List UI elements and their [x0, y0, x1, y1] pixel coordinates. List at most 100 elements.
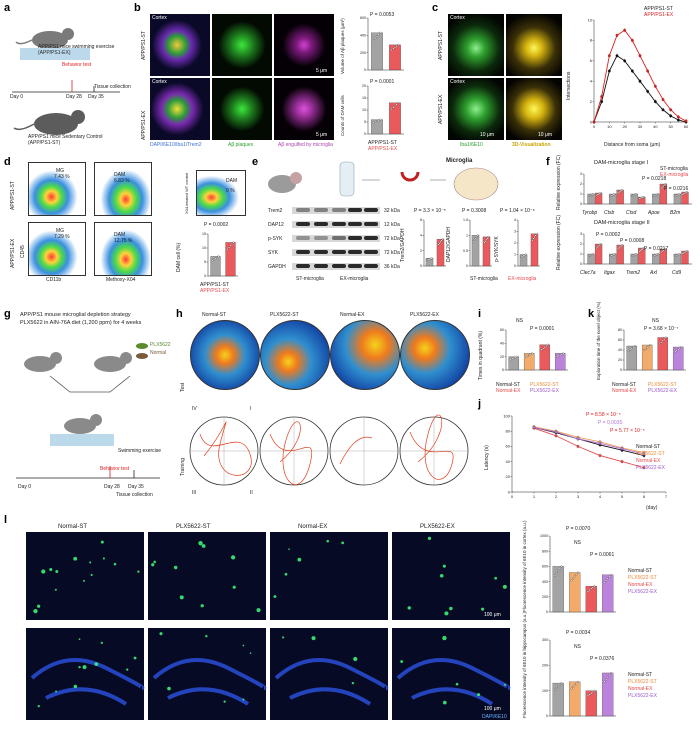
plaque-dot	[223, 700, 226, 703]
i-pvalue: P = 0.0001	[530, 326, 555, 332]
data-point	[573, 684, 576, 687]
y-tick-label: 200	[542, 595, 548, 599]
panel-letter-j: j	[478, 398, 482, 410]
d-pct-st2: 6.83 %	[114, 178, 130, 184]
chart-k-novel-object: 0 20 40 60 80	[618, 328, 686, 372]
y-tick-label: 10	[362, 108, 366, 112]
plaque-dot	[256, 608, 261, 613]
y-tick-label: 1.5	[463, 218, 468, 222]
data-point	[554, 688, 556, 691]
plaque-dot	[455, 682, 459, 686]
data-point	[661, 339, 664, 342]
bar	[210, 256, 221, 277]
bar	[585, 690, 597, 717]
l-cortex-2	[148, 532, 266, 620]
f-ylabel-2: Relative expression (FC)	[556, 214, 562, 270]
c-legend-ex: APP/PS1-EX	[644, 12, 674, 18]
y-tick-label: 20	[500, 355, 504, 359]
plaque-dot	[151, 563, 155, 567]
y-tick-label: 400	[542, 580, 548, 584]
d-gate-dam-st: DAM	[114, 172, 126, 178]
plaque-dot	[297, 557, 302, 562]
bar	[552, 682, 564, 717]
data-point	[587, 590, 589, 593]
k-ylabel: Exploration time of the novel object (%)	[596, 301, 601, 380]
data-point	[573, 575, 576, 578]
f-gene-4: Apoe	[648, 210, 660, 216]
plaque-dot	[326, 539, 330, 543]
chart-j-latency: 0 20 40 60 80 100 0 1 2 3 4 5 6 7	[503, 413, 668, 499]
plaque-dot	[282, 636, 285, 639]
e-legend-ex: EX-microglia	[508, 276, 537, 282]
swim-label: APP/PS1 mice swimming exercise (APP/PS1-…	[38, 44, 115, 56]
data-point	[484, 240, 487, 243]
y-tick-label: 0	[420, 264, 422, 268]
data-point	[613, 193, 616, 195]
data-point	[531, 239, 534, 242]
panel-letter-k: k	[588, 308, 595, 320]
y-tick-label: 5	[204, 260, 206, 264]
g-swim-label: Swimming exercise	[118, 448, 162, 454]
l-scale-1: 100 μm	[484, 612, 501, 618]
y-tick-label: 1	[466, 234, 468, 238]
l1-legend-3: Normal-EX	[628, 582, 653, 588]
e-group-st: ST-microglia	[296, 276, 324, 282]
plaque-dot	[284, 572, 288, 576]
g-diet2: Normal	[150, 350, 167, 356]
g-diet1: PLX5622	[150, 342, 171, 348]
i-legend-3: Normal-EX	[496, 388, 521, 394]
chart-e-dap12: 0 0.5 1 1.5	[463, 218, 492, 268]
panel-letter-l: l	[4, 514, 8, 526]
cage-mouse-icon-1	[24, 352, 62, 372]
data-point	[635, 253, 638, 255]
y-tick-label: 0	[580, 202, 582, 206]
bar	[554, 353, 566, 371]
e-blot-trem2	[292, 207, 380, 214]
b-abeta-st	[212, 14, 272, 76]
y-tick-label: 0	[546, 610, 548, 614]
bar	[569, 681, 581, 717]
data-point	[438, 242, 441, 245]
plaque-dot	[443, 700, 447, 705]
y-tick-label: 600	[360, 16, 366, 20]
c-region-ex: Cortex	[450, 79, 465, 85]
y-tick-label: 200	[542, 664, 548, 668]
y-tick-label: 2	[580, 242, 582, 246]
k-pvalue: P = 3.68 × 10⁻⁷	[644, 326, 679, 332]
plaque-dot	[232, 585, 236, 589]
data-point	[211, 259, 214, 262]
data-point	[610, 671, 612, 674]
data-point	[599, 192, 602, 194]
plaque-dot	[54, 588, 57, 591]
y-tick-label: 2	[590, 99, 593, 104]
h-group-4: PLX5622-EX	[410, 312, 439, 318]
e-blot-syk	[292, 249, 380, 256]
k-legend-3: Normal-EX	[612, 388, 637, 394]
y-tick-label: 8	[590, 38, 593, 43]
e3-ylabel: p-SYK/SYK	[494, 236, 500, 262]
f-ylabel-1: Relative expression (FC)	[556, 154, 562, 210]
e-microglia-label: Microglia	[446, 158, 473, 164]
chart-c-sholl: 0 2 4 6 8 10 0 10 20 30 40 50 60	[588, 17, 689, 129]
f-gene-2: Ctsb	[604, 210, 615, 216]
y-tick-label: 1	[514, 253, 516, 257]
bar	[626, 345, 638, 371]
plaque-dot	[273, 595, 277, 598]
mouse-head-icon	[268, 172, 302, 193]
data-point	[680, 346, 683, 348]
data-point	[678, 347, 681, 350]
y-tick-label: 60	[500, 328, 504, 332]
l2-ylabel: Fluorescence intensity of 6E10 in hippoc…	[522, 611, 527, 718]
day28-label: Day 28	[66, 94, 82, 100]
bar	[523, 353, 535, 371]
data-point	[555, 687, 558, 689]
panel-letter-h: h	[176, 308, 183, 320]
y-tick-label: 20	[362, 84, 366, 88]
data-point	[377, 119, 380, 122]
y-tick-label: 40	[506, 459, 511, 464]
plaque-dot	[37, 604, 41, 608]
d-xaxis1: CD11b	[46, 277, 62, 283]
data-point	[605, 678, 608, 681]
x-tick-label: 4	[599, 494, 602, 499]
merge-arrow-icon	[49, 375, 131, 393]
